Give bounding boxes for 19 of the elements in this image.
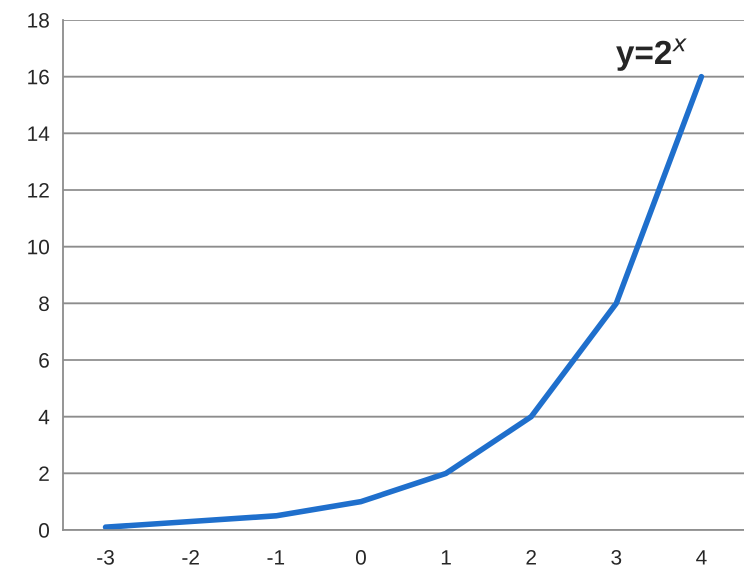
y-tick-label: 12 [28, 183, 49, 198]
x-tick-label: -1 [267, 550, 284, 565]
x-tick-label: 0 [356, 550, 366, 565]
y-tick-label: 6 [39, 353, 49, 368]
y-tick-label: 0 [39, 523, 49, 538]
x-tick-label: 2 [526, 550, 536, 565]
y-tick-label: 14 [28, 126, 50, 141]
x-tick-label: -3 [97, 550, 114, 565]
x-tick-label: -2 [182, 550, 199, 565]
y-tick-label: 4 [38, 410, 50, 424]
y-tick-label: 2 [39, 466, 49, 481]
y-tick-label: 18 [28, 13, 49, 28]
x-tick-label: 1 [442, 550, 451, 565]
annotation: y=2$^{x}$ [616, 38, 687, 71]
x-tick-label: 3 [611, 550, 622, 565]
y-tick-label: 10 [28, 240, 49, 254]
y-tick-label: 8 [39, 296, 49, 312]
y-tick-label: 16 [28, 70, 49, 84]
x-tick-label: 4 [696, 550, 707, 565]
